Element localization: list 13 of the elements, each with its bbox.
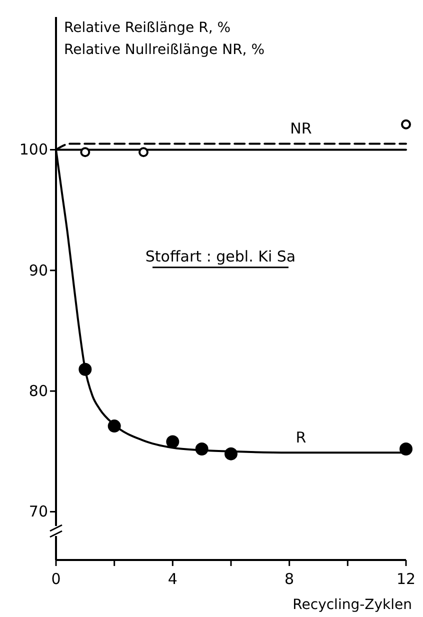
series-label: NR xyxy=(290,120,312,138)
x-tick-label: 4 xyxy=(168,570,178,588)
series-label: R xyxy=(296,428,306,447)
x-tick-label: 0 xyxy=(51,570,61,588)
y-tick-label: 90 xyxy=(28,261,48,280)
y-tick-label: 80 xyxy=(28,382,48,400)
y-axis-title: Relative Reißlänge R, % Relative Nullreißlänge NR, % xyxy=(64,20,264,58)
annotation: Stoffart : gebl. Ki Sa xyxy=(145,247,296,266)
x-tick-label: 8 xyxy=(284,570,294,588)
y-tick-label: 100 xyxy=(19,140,48,159)
x-axis-title: Recycling-Zyklen xyxy=(292,597,412,613)
x-tick-label: 12 xyxy=(396,570,416,588)
y-tick-label: 70 xyxy=(28,502,48,521)
